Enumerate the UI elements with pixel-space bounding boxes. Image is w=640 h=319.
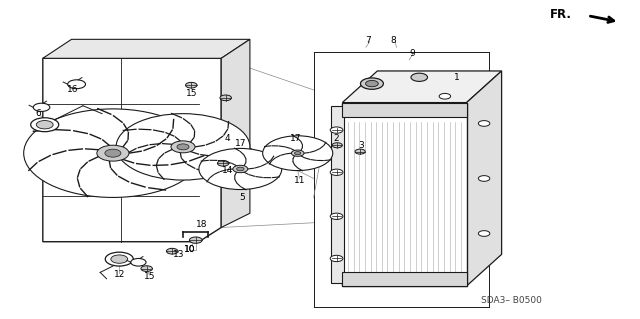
Circle shape — [478, 121, 490, 126]
Text: 2: 2 — [333, 134, 339, 144]
Bar — [342, 103, 467, 286]
Circle shape — [439, 93, 451, 99]
Circle shape — [332, 143, 342, 148]
Text: 10: 10 — [184, 245, 195, 254]
Circle shape — [220, 95, 232, 101]
Circle shape — [360, 78, 383, 89]
Polygon shape — [467, 71, 502, 286]
Circle shape — [171, 141, 195, 153]
Circle shape — [330, 255, 343, 262]
Circle shape — [478, 176, 490, 181]
Circle shape — [294, 152, 301, 155]
Circle shape — [355, 149, 365, 154]
Text: 15: 15 — [186, 89, 197, 98]
Bar — [342, 103, 467, 117]
Text: 17: 17 — [235, 139, 246, 148]
Text: 18: 18 — [196, 220, 208, 229]
Circle shape — [330, 213, 343, 219]
Circle shape — [24, 109, 202, 197]
Text: 16: 16 — [67, 85, 79, 94]
Circle shape — [31, 118, 59, 132]
Text: 3: 3 — [358, 141, 364, 150]
Circle shape — [218, 160, 229, 166]
Text: 15: 15 — [143, 272, 155, 281]
Text: FR.: FR. — [550, 8, 572, 21]
Text: 12: 12 — [113, 271, 125, 279]
Circle shape — [105, 252, 133, 266]
Circle shape — [68, 80, 86, 89]
Text: 6: 6 — [35, 109, 41, 118]
Polygon shape — [43, 39, 250, 58]
Circle shape — [36, 121, 53, 129]
Circle shape — [116, 114, 250, 180]
Circle shape — [262, 136, 333, 171]
Circle shape — [105, 149, 121, 157]
Circle shape — [97, 145, 129, 161]
Circle shape — [177, 144, 189, 150]
Text: 9: 9 — [410, 49, 415, 58]
Polygon shape — [221, 39, 250, 227]
Bar — [331, 106, 344, 283]
Polygon shape — [342, 71, 502, 103]
Circle shape — [131, 258, 146, 266]
Text: 14: 14 — [222, 166, 234, 175]
Circle shape — [291, 150, 304, 156]
Circle shape — [33, 103, 50, 111]
Text: 13: 13 — [173, 250, 184, 259]
Text: 7: 7 — [365, 36, 371, 45]
Circle shape — [141, 266, 152, 271]
Text: 1: 1 — [454, 73, 460, 82]
Text: 17: 17 — [290, 134, 301, 144]
Bar — [342, 272, 467, 286]
Text: 5: 5 — [239, 193, 245, 202]
Text: SDA3– B0500: SDA3– B0500 — [481, 296, 541, 305]
Text: 4: 4 — [225, 134, 230, 144]
Circle shape — [365, 80, 378, 87]
Circle shape — [186, 82, 197, 88]
Circle shape — [478, 231, 490, 236]
Circle shape — [411, 73, 428, 81]
Circle shape — [237, 167, 244, 171]
Text: 8: 8 — [390, 36, 396, 45]
Polygon shape — [43, 58, 221, 242]
Text: 10: 10 — [184, 245, 195, 254]
Text: 11: 11 — [294, 175, 305, 185]
Circle shape — [330, 127, 343, 133]
Circle shape — [166, 249, 178, 254]
Circle shape — [330, 169, 343, 175]
Circle shape — [233, 165, 248, 173]
Circle shape — [189, 237, 202, 243]
Circle shape — [199, 148, 282, 189]
Circle shape — [111, 255, 128, 263]
